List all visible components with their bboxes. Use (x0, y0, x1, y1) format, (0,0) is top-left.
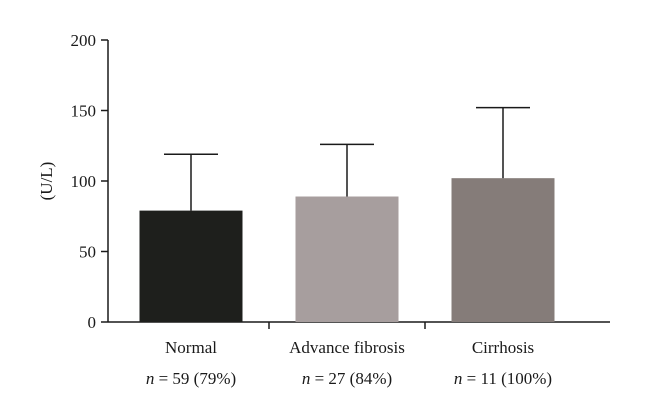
y-tick-label: 150 (71, 102, 97, 121)
bar (295, 196, 399, 322)
n-label: n = 27 (84%) (302, 369, 392, 388)
bar (451, 178, 555, 322)
n-value: = 59 (79%) (154, 369, 236, 388)
y-tick-label: 50 (79, 243, 96, 262)
y-tick-label: 200 (71, 31, 97, 50)
n-symbol: n (454, 369, 463, 388)
n-label: n = 59 (79%) (146, 369, 236, 388)
y-tick-label: 0 (88, 313, 97, 332)
category-label: Cirrhosis (472, 338, 534, 357)
category-label: Advance fibrosis (289, 338, 405, 357)
n-value: = 11 (100%) (462, 369, 552, 388)
n-label: n = 11 (100%) (454, 369, 552, 388)
n-symbol: n (146, 369, 155, 388)
y-tick-label: 100 (71, 172, 97, 191)
n-symbol: n (302, 369, 311, 388)
bars (139, 178, 555, 322)
n-value: = 27 (84%) (310, 369, 392, 388)
category-label: Normal (165, 338, 217, 357)
error-bars (164, 106, 530, 211)
bar (139, 210, 243, 322)
y-axis-title: (U/L) (37, 162, 56, 201)
